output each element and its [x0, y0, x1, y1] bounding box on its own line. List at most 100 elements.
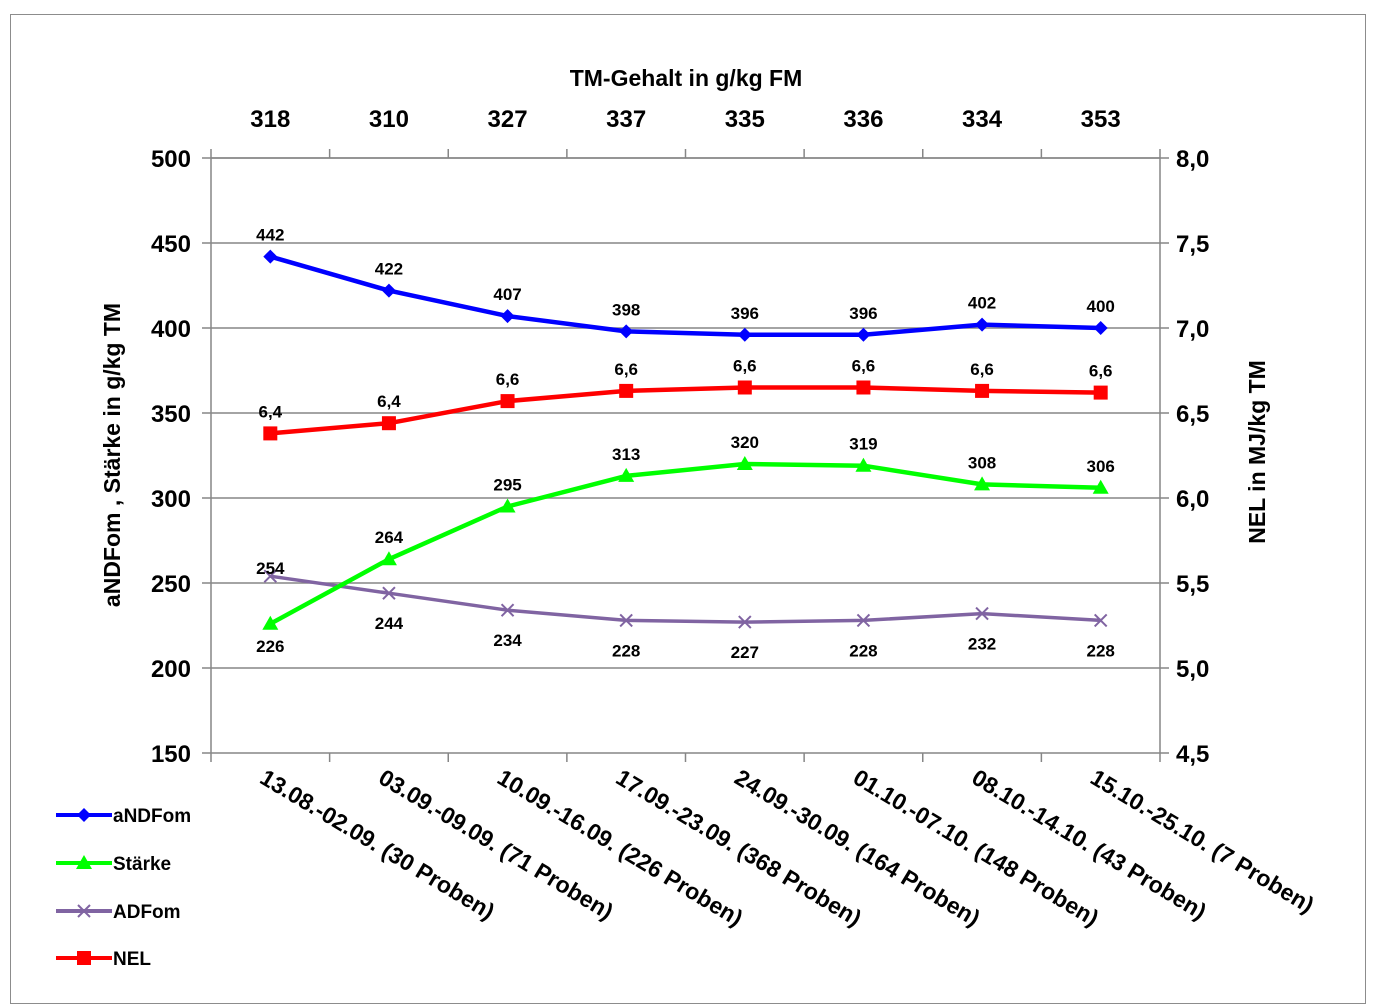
x-marker: [1093, 613, 1108, 628]
data-label: 442: [256, 226, 284, 245]
top-axis-title: TM-Gehalt in g/kg FM: [570, 65, 803, 91]
data-label: 308: [968, 453, 996, 472]
diamond-marker: [737, 327, 752, 342]
square-marker: [263, 426, 278, 441]
diamond-marker: [500, 309, 515, 324]
data-label: 400: [1087, 297, 1115, 316]
data-label: 227: [731, 643, 759, 662]
square-marker: [619, 383, 634, 398]
series-line-NEL: [270, 385, 1101, 436]
data-label: 244: [375, 614, 404, 633]
left-tick-label: 150: [151, 741, 191, 768]
left-tick-label: 450: [151, 231, 191, 258]
x-marker: [856, 613, 871, 628]
square-marker: [737, 380, 752, 395]
square-marker: [77, 951, 91, 965]
data-label: 6,4: [258, 402, 282, 421]
triangle-marker: [736, 456, 753, 470]
top-tick-label: 310: [369, 106, 409, 133]
left-axis-title: aNDFom , Stärke in g/kg TM: [99, 303, 125, 607]
series-line-ADFom: [270, 574, 1101, 624]
left-tick-label: 500: [151, 146, 191, 173]
left-tick-label: 300: [151, 486, 191, 513]
legend-label: NEL: [113, 949, 151, 970]
data-label: 6,4: [377, 392, 401, 411]
right-tick-label: 5,5: [1176, 571, 1209, 598]
x-marker: [975, 606, 989, 621]
diamond-marker: [975, 317, 990, 332]
top-tick-label: 318: [250, 106, 290, 133]
data-label: 320: [731, 433, 759, 452]
left-tick-label: 400: [151, 316, 191, 343]
series-line-Stärke: [269, 461, 1101, 626]
triangle-marker: [499, 498, 516, 513]
data-label: 398: [612, 300, 640, 319]
data-label: 306: [1087, 457, 1115, 476]
data-label: 6,6: [614, 360, 638, 379]
triangle-marker: [76, 855, 92, 869]
data-label: 407: [493, 285, 521, 304]
data-label: 234: [493, 631, 522, 650]
left-tick-label: 350: [151, 401, 191, 428]
right-tick-label: 5,0: [1176, 656, 1209, 683]
data-label: 6,6: [1089, 362, 1113, 381]
top-tick-label: 335: [725, 106, 765, 133]
right-axis-title: NEL in MJ/kg TM: [1244, 360, 1270, 544]
x-marker: [619, 613, 633, 628]
left-tick-label: 200: [151, 656, 191, 683]
data-label: 319: [849, 435, 877, 454]
diamond-marker: [619, 324, 634, 339]
data-label: 6,6: [496, 370, 520, 389]
square-marker: [500, 394, 515, 409]
square-marker: [1093, 385, 1108, 400]
top-tick-label: 337: [606, 106, 646, 133]
x-marker: [738, 615, 752, 629]
triangle-marker: [1092, 479, 1109, 494]
right-tick-label: 7,0: [1176, 316, 1209, 343]
chart-frame: [10, 14, 1366, 1004]
data-label: 228: [612, 641, 640, 660]
data-label: 313: [612, 445, 640, 464]
right-tick-label: 6,0: [1176, 486, 1209, 513]
legend-label: ADFom: [113, 902, 181, 923]
square-marker: [975, 383, 990, 398]
triangle-marker: [380, 551, 397, 566]
triangle-marker: [855, 457, 872, 472]
right-tick-label: 8,0: [1176, 146, 1209, 173]
left-tick-label: 250: [151, 571, 191, 598]
data-label: 396: [731, 304, 759, 323]
diamond-marker: [381, 283, 396, 298]
square-marker: [381, 416, 396, 431]
x-category-label: 15.10.-25.10. (7 Proben): [1086, 764, 1319, 918]
data-label: 6,6: [852, 357, 876, 376]
top-tick-label: 336: [843, 106, 883, 133]
series-line-aNDFom: [269, 254, 1101, 338]
triangle-marker: [974, 476, 991, 491]
legend-label: aNDFom: [113, 806, 191, 827]
right-tick-label: 7,5: [1176, 231, 1209, 258]
data-label: 228: [849, 641, 877, 660]
x-marker: [382, 586, 396, 600]
square-marker: [856, 380, 871, 395]
diamond-marker: [1093, 321, 1108, 335]
diamond-marker: [263, 249, 278, 264]
data-label: 232: [968, 635, 996, 654]
right-tick-label: 6,5: [1176, 401, 1209, 428]
top-tick-label: 353: [1081, 106, 1121, 133]
data-label: 264: [375, 528, 404, 547]
diamond-marker: [856, 327, 871, 342]
data-label: 6,6: [733, 357, 757, 376]
diamond-marker: [77, 808, 91, 822]
data-label: 228: [1087, 641, 1115, 660]
data-label: 422: [375, 260, 403, 279]
x-marker: [500, 603, 515, 617]
data-label: 226: [256, 637, 284, 656]
top-tick-label: 334: [962, 106, 1003, 133]
data-label: 6,6: [970, 360, 994, 379]
triangle-marker: [618, 467, 635, 482]
data-label: 254: [256, 559, 285, 578]
data-label: 396: [849, 304, 877, 323]
data-label: 295: [493, 476, 521, 495]
legend-label: Stärke: [113, 854, 171, 875]
